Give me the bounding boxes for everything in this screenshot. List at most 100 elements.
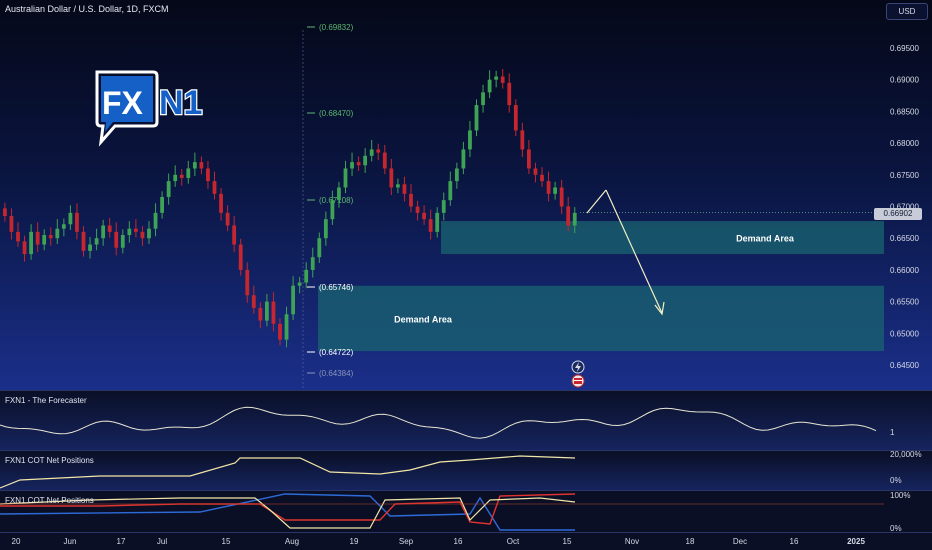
candle[interactable] — [225, 205, 230, 232]
candle[interactable] — [435, 207, 440, 238]
lightning-icon[interactable] — [571, 360, 585, 374]
candle[interactable] — [409, 184, 413, 213]
candle[interactable] — [572, 207, 577, 234]
candle[interactable] — [376, 143, 381, 161]
candle[interactable] — [428, 209, 433, 240]
candle[interactable] — [42, 229, 47, 251]
candle[interactable] — [160, 191, 164, 219]
candle[interactable] — [55, 219, 60, 244]
candle[interactable] — [206, 160, 210, 189]
candle[interactable] — [402, 176, 407, 202]
flag-icon[interactable] — [571, 374, 585, 388]
candle[interactable] — [297, 276, 302, 294]
candle[interactable] — [173, 165, 178, 187]
candle[interactable] — [212, 171, 217, 200]
candle[interactable] — [140, 226, 145, 246]
candle[interactable] — [81, 226, 86, 257]
candle[interactable] — [369, 139, 374, 162]
candle[interactable] — [251, 285, 256, 314]
candle[interactable] — [507, 73, 512, 113]
candle[interactable] — [527, 139, 531, 175]
candle[interactable] — [284, 306, 289, 348]
candle[interactable] — [199, 156, 204, 175]
candle[interactable] — [330, 190, 335, 225]
candle[interactable] — [291, 276, 295, 320]
candle[interactable] — [396, 178, 400, 194]
candle[interactable] — [232, 216, 237, 253]
candle[interactable] — [317, 232, 322, 263]
candle[interactable] — [238, 238, 243, 276]
candle[interactable] — [513, 99, 518, 137]
pane-divider[interactable] — [0, 390, 932, 391]
candle[interactable] — [454, 162, 459, 189]
candle[interactable] — [271, 292, 276, 332]
candle[interactable] — [101, 219, 106, 246]
time-axis[interactable] — [0, 532, 932, 550]
candle[interactable] — [533, 162, 538, 183]
candle[interactable] — [389, 158, 394, 196]
candle[interactable] — [179, 169, 184, 186]
candle[interactable] — [245, 262, 250, 303]
pane-divider[interactable] — [0, 490, 932, 491]
candle[interactable] — [487, 70, 492, 99]
candle[interactable] — [310, 247, 315, 278]
candle[interactable] — [219, 188, 223, 221]
candle[interactable] — [337, 181, 341, 208]
candle[interactable] — [3, 202, 7, 222]
candle[interactable] — [278, 318, 282, 346]
candle[interactable] — [415, 200, 420, 221]
candle[interactable] — [422, 205, 426, 225]
candle[interactable] — [134, 219, 138, 238]
candle[interactable] — [382, 145, 387, 175]
candle[interactable] — [94, 228, 99, 251]
candle[interactable] — [468, 120, 472, 158]
currency-button[interactable]: USD — [886, 3, 928, 20]
candle[interactable] — [75, 203, 79, 240]
candle[interactable] — [474, 99, 479, 137]
candle[interactable] — [559, 179, 564, 215]
candle[interactable] — [500, 68, 505, 89]
candle[interactable] — [441, 192, 446, 221]
candle[interactable] — [68, 205, 73, 230]
candle[interactable] — [166, 173, 171, 205]
candle[interactable] — [120, 229, 125, 254]
demand-zone[interactable] — [318, 285, 884, 352]
cot-pane-1[interactable] — [0, 451, 932, 490]
candle[interactable] — [153, 203, 158, 237]
candle[interactable] — [520, 122, 525, 158]
candle[interactable] — [61, 218, 66, 237]
candle[interactable] — [127, 221, 132, 243]
candle[interactable] — [114, 222, 119, 256]
candle[interactable] — [461, 141, 466, 175]
candle[interactable] — [448, 171, 453, 206]
candle[interactable] — [343, 160, 348, 194]
candle[interactable] — [363, 148, 368, 173]
candle[interactable] — [553, 181, 557, 200]
candle[interactable] — [192, 152, 197, 177]
candle[interactable] — [265, 293, 269, 327]
candle[interactable] — [186, 160, 191, 184]
candle[interactable] — [350, 152, 354, 177]
candle[interactable] — [566, 196, 571, 232]
candle[interactable] — [48, 227, 53, 246]
candle[interactable] — [107, 217, 112, 238]
candle[interactable] — [35, 222, 40, 253]
candle[interactable] — [540, 167, 544, 187]
pane-divider[interactable] — [0, 450, 932, 451]
candle[interactable] — [88, 236, 92, 259]
candle[interactable] — [29, 224, 33, 260]
pane-divider[interactable] — [0, 532, 932, 533]
candle[interactable] — [147, 221, 151, 244]
candle[interactable] — [258, 302, 263, 329]
demand-zone[interactable] — [441, 221, 884, 255]
candle[interactable] — [356, 156, 361, 171]
candle[interactable] — [9, 208, 14, 240]
candle[interactable] — [22, 235, 27, 262]
forecaster-pane[interactable] — [0, 390, 932, 450]
candle[interactable] — [323, 211, 328, 246]
candle[interactable] — [546, 171, 551, 202]
forecast-arrow[interactable] — [586, 189, 665, 316]
candle[interactable] — [304, 262, 309, 289]
candle[interactable] — [16, 222, 20, 248]
candle[interactable] — [481, 84, 485, 113]
